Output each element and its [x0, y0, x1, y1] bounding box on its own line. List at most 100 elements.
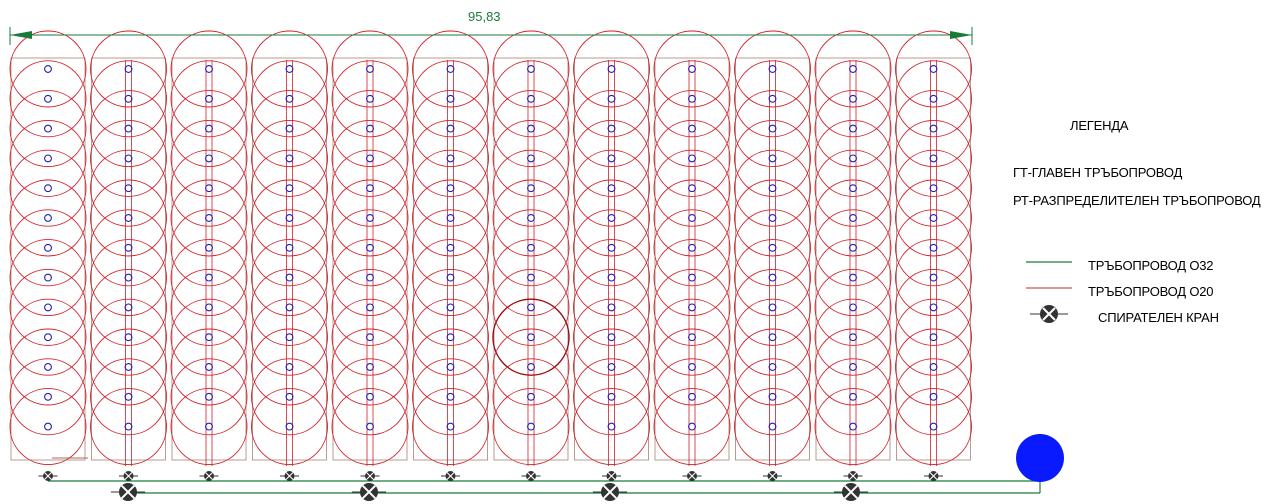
- dimension-label: 95,83: [468, 9, 501, 24]
- sprinkler-head: [768, 154, 777, 163]
- sprinkler-coverage-circle: [412, 60, 489, 138]
- sprinkler-coverage-circle: [412, 268, 489, 346]
- pump-station: [1016, 434, 1064, 482]
- sprinkler-head: [607, 243, 616, 252]
- sprinkler-coverage-circle: [895, 179, 972, 257]
- sprinkler-head: [607, 124, 616, 133]
- sprinkler-coverage-circle: [90, 60, 167, 138]
- bed-outline: [815, 57, 891, 461]
- sprinkler-coverage-circle: [653, 328, 731, 406]
- sprinkler-head: [205, 422, 213, 431]
- sprinkler-head: [929, 333, 938, 342]
- sprinkler-head: [849, 303, 857, 312]
- lateral-valve: [602, 471, 621, 481]
- sprinkler-head: [285, 303, 294, 312]
- sprinkler-coverage-circle: [734, 298, 811, 376]
- sprinkler-coverage-circle: [492, 119, 570, 197]
- sprinkler-head: [607, 392, 616, 401]
- sprinkler-coverage-circle: [814, 328, 892, 406]
- sprinkler-coverage-circle: [814, 298, 892, 376]
- sprinkler-coverage-circle: [251, 388, 328, 466]
- main-valve: [351, 483, 387, 501]
- sprinkler-coverage-circle: [573, 119, 650, 197]
- valve-cross: [929, 472, 938, 480]
- valve-cross: [768, 472, 777, 480]
- sprinkler-head: [446, 184, 455, 193]
- lateral-valve: [280, 471, 299, 481]
- sprinkler-head: [285, 333, 294, 342]
- sprinkler-coverage-circle: [734, 268, 811, 346]
- sprinkler-coverage-circle: [895, 90, 972, 168]
- bed-outline: [413, 57, 488, 461]
- sprinkler-head: [124, 94, 133, 103]
- sprinkler-head: [44, 184, 52, 193]
- sprinkler-head: [527, 243, 535, 252]
- sprinkler-coverage-circle: [895, 119, 972, 197]
- sprinkler-head: [446, 214, 455, 222]
- sprinkler-coverage-circle: [573, 90, 650, 168]
- bed-outline: [332, 57, 408, 461]
- sprinkler-head: [285, 124, 294, 133]
- sprinkler-head: [44, 243, 52, 252]
- sprinkler-head: [607, 422, 616, 431]
- sprinkler-coverage-circle: [170, 90, 248, 168]
- sprinkler-head: [285, 94, 294, 103]
- sprinkler-coverage-circle: [492, 268, 570, 346]
- sprinkler-head: [446, 154, 455, 163]
- sprinkler-head: [929, 303, 938, 312]
- sprinkler-head: [285, 422, 294, 431]
- sprinkler-coverage-circle: [814, 268, 892, 346]
- legend-main-pipe-abbr: ГТ-ГЛАВЕН ТРЪБОПРОВОД: [1013, 165, 1183, 180]
- sprinkler-head: [285, 273, 294, 282]
- sprinkler-head: [607, 214, 616, 222]
- sprinkler-coverage-circle: [90, 209, 167, 287]
- sprinkler-coverage-circle: [331, 388, 409, 466]
- sprinkler-coverage-circle: [251, 30, 328, 108]
- sprinkler-head: [527, 273, 535, 282]
- sprinkler-head: [527, 333, 535, 342]
- sprinkler-head: [285, 154, 294, 163]
- dimension-arrow-left: [10, 31, 32, 39]
- sprinkler-head: [205, 184, 213, 193]
- sprinkler-head: [285, 65, 294, 73]
- sprinkler-coverage-circle: [412, 119, 489, 197]
- legend-symbols: [1026, 261, 1072, 323]
- sprinkler-coverage-circle: [734, 119, 811, 197]
- dimension-arrow-right: [950, 31, 972, 39]
- sprinkler-head: [768, 94, 777, 103]
- sprinkler-head: [205, 214, 213, 222]
- sprinkler-coverage-circle: [9, 90, 87, 168]
- sprinkler-coverage-circle: [573, 268, 650, 346]
- legend-distribution-pipe-abbr: РТ-РАЗПРЕДЕЛИТЕЛЕН ТРЪБОПРОВОД: [1013, 193, 1261, 208]
- sprinkler-coverage-circle: [331, 149, 409, 227]
- sprinkler-coverage-circle: [895, 60, 972, 138]
- sprinkler-coverage-circle: [9, 298, 87, 376]
- sprinkler-head: [44, 65, 52, 73]
- sprinkler-head: [527, 154, 535, 163]
- sprinkler-head: [124, 422, 133, 431]
- sprinkler-head: [124, 333, 133, 342]
- sprinkler-head: [688, 124, 696, 133]
- sprinkler-head: [768, 184, 777, 193]
- sprinkler-coverage-circle: [492, 358, 570, 436]
- sprinkler-coverage-circle: [9, 179, 87, 257]
- bed-outline: [91, 57, 166, 461]
- bed-outline: [252, 57, 327, 461]
- sprinkler-coverage-circle: [9, 328, 87, 406]
- sprinkler-coverage-circle: [412, 298, 489, 376]
- sprinkler-coverage-circle: [251, 358, 328, 436]
- sprinkler-coverage-circle: [814, 90, 892, 168]
- sprinkler-head: [527, 65, 535, 73]
- sprinkler-head: [607, 333, 616, 342]
- sprinkler-head: [446, 273, 455, 282]
- sprinkler-head: [688, 94, 696, 103]
- sprinkler-coverage-circle: [9, 209, 87, 287]
- sprinkler-head: [527, 392, 535, 401]
- sprinkler-head: [366, 65, 374, 73]
- valve-cross: [124, 472, 133, 480]
- sprinkler-head: [366, 124, 374, 133]
- valve-cross: [205, 472, 213, 480]
- sprinkler-head: [929, 392, 938, 401]
- sprinkler-coverage-circle: [170, 179, 248, 257]
- sprinkler-coverage-circle: [170, 149, 248, 227]
